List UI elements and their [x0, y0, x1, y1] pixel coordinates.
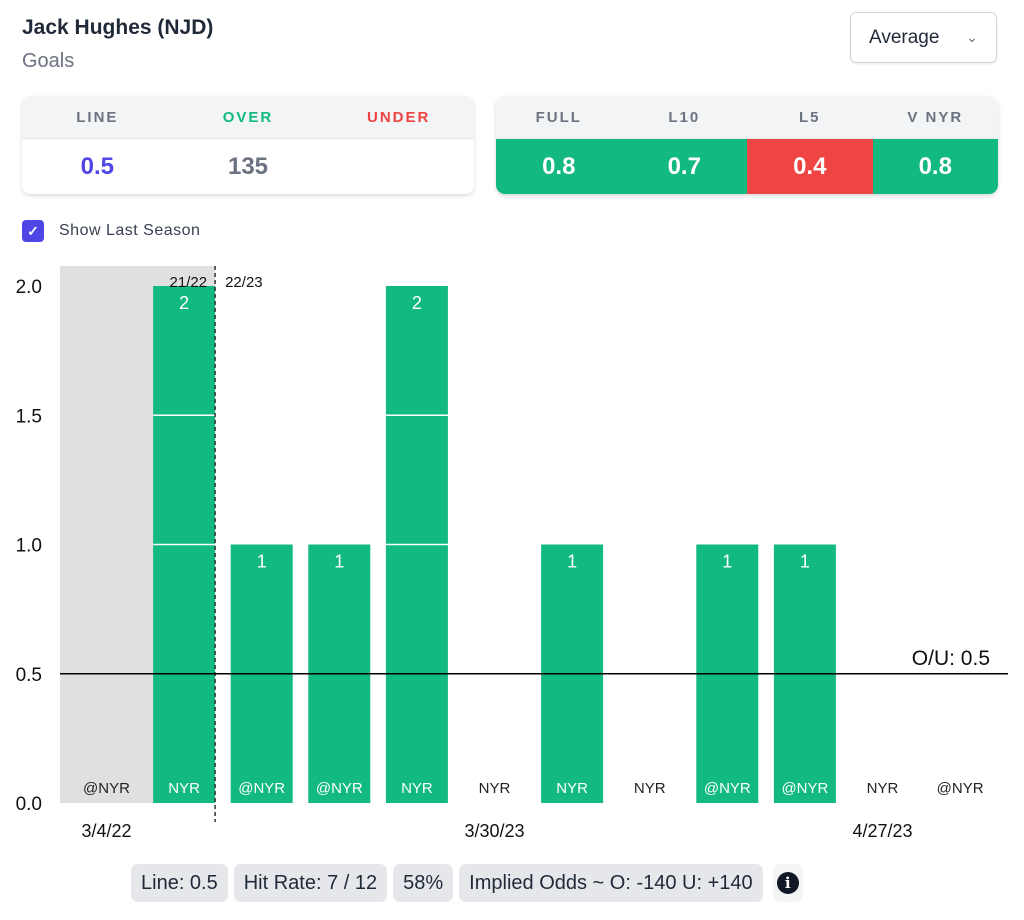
- l10-header: L10: [621, 96, 747, 139]
- opponent-label: @NYR: [83, 780, 130, 797]
- under-header: UNDER: [323, 96, 474, 139]
- bar-value-label: 1: [334, 552, 344, 572]
- y-tick-label: 2.0: [16, 277, 42, 298]
- goals-chart: 2 1 1 2 1 1 1 @NYR NYR @NYR @NYR NYR NYR NYR NYR @NYR @N…: [16, 266, 1008, 841]
- opponent-label: @NYR: [238, 780, 285, 797]
- implied-odds-pill: Implied Odds ~ O: -140 U: +140: [459, 864, 763, 902]
- opponent-label: NYR: [634, 780, 666, 797]
- y-tick-label: 1.0: [16, 536, 42, 557]
- chevron-down-icon: ⌄: [966, 29, 978, 45]
- bar-value-label: 1: [722, 552, 732, 572]
- line-value: 0.5: [80, 152, 115, 180]
- info-button[interactable]: i: [772, 864, 803, 902]
- opponent-label: NYR: [401, 780, 433, 797]
- info-icon: i: [776, 872, 799, 894]
- line-card: LINE OVER UNDER 0.5 135: [22, 96, 474, 194]
- vnyr-value: 0.8: [872, 139, 998, 194]
- hit-pct-pill: 58%: [393, 864, 454, 902]
- show-last-season-label[interactable]: Show Last Season: [59, 222, 201, 239]
- line-pill: Line: 0.5: [131, 864, 228, 902]
- opponent-label: NYR: [168, 780, 200, 797]
- l5-value: 0.4: [747, 139, 873, 194]
- full-value: 0.8: [496, 139, 622, 194]
- opponent-label: @NYR: [781, 780, 828, 797]
- y-tick-label: 1.5: [16, 406, 42, 427]
- bar-value-label: 2: [179, 293, 189, 313]
- hit-rate-pill: Hit Rate: 7 / 12: [233, 864, 388, 902]
- l10-value: 0.7: [621, 139, 747, 194]
- y-tick-label: 0.5: [16, 665, 42, 686]
- vnyr-header: V NYR: [872, 96, 998, 139]
- average-dropdown[interactable]: Average ⌄: [850, 12, 997, 63]
- dropdown-value: Average: [869, 26, 940, 48]
- player-title: Jack Hughes (NJD): [22, 16, 214, 39]
- opponent-label: @NYR: [316, 780, 363, 797]
- line-header: LINE: [22, 96, 173, 139]
- opponent-label: NYR: [867, 780, 899, 797]
- y-tick-label: 0.0: [16, 794, 42, 815]
- ou-line-label: O/U: 0.5: [912, 647, 990, 670]
- opponent-label: NYR: [556, 780, 588, 797]
- opponent-label: @NYR: [704, 780, 751, 797]
- over-value: 135: [227, 152, 269, 180]
- bar-value-label: 1: [800, 552, 810, 572]
- over-header: OVER: [172, 96, 324, 139]
- date-label: 3/4/22: [81, 821, 131, 841]
- summary-bar: Line: 0.5 Hit Rate: 7 / 12 58% Implied O…: [131, 864, 803, 902]
- check-icon: ✓: [27, 222, 39, 239]
- date-label: 4/27/23: [852, 821, 912, 841]
- l5-header: L5: [747, 96, 873, 139]
- average-card: FULL L10 L5 V NYR 0.8 0.7 0.4 0.8: [496, 96, 998, 194]
- bar-value-label: 1: [567, 552, 577, 572]
- show-last-season-checkbox[interactable]: ✓: [22, 220, 44, 242]
- date-label: 3/30/23: [464, 821, 524, 841]
- opponent-label: @NYR: [937, 780, 984, 797]
- opponent-label: NYR: [479, 780, 511, 797]
- stat-subtitle: Goals: [22, 50, 75, 72]
- bar-value-label: 1: [257, 552, 267, 572]
- bar-value-label: 2: [412, 293, 422, 313]
- season-label-current: 22/23: [225, 274, 263, 291]
- full-header: FULL: [496, 96, 622, 139]
- season-label-last: 21/22: [170, 274, 208, 291]
